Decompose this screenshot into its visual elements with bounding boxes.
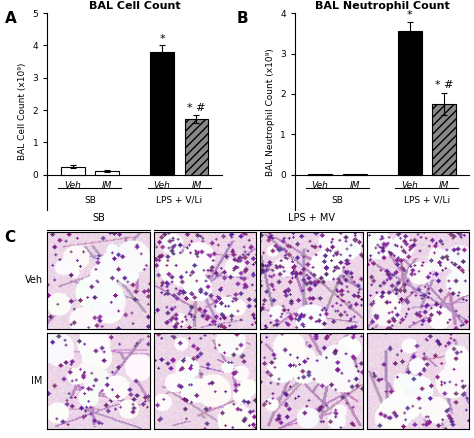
Text: LPS + MV: LPS + MV bbox=[288, 213, 335, 223]
Text: *: * bbox=[407, 11, 412, 21]
Bar bbox=[432, 104, 456, 175]
Text: Veh: Veh bbox=[154, 181, 171, 190]
Text: SB: SB bbox=[331, 196, 343, 205]
Text: IM: IM bbox=[439, 181, 449, 190]
Bar bbox=[308, 174, 332, 175]
Title: BAL Neutrophil Count: BAL Neutrophil Count bbox=[315, 1, 449, 11]
Y-axis label: BAL Neutrophil Count (x10⁹): BAL Neutrophil Count (x10⁹) bbox=[265, 48, 274, 176]
Text: SB: SB bbox=[92, 213, 105, 223]
Text: IM: IM bbox=[349, 181, 360, 190]
Text: Veh: Veh bbox=[312, 181, 328, 190]
Bar bbox=[61, 166, 84, 175]
Text: LPS + V/Li: LPS + V/Li bbox=[404, 196, 450, 205]
Text: * #: * # bbox=[187, 102, 206, 113]
Bar bbox=[95, 171, 119, 175]
Bar bbox=[184, 119, 209, 175]
Text: IM: IM bbox=[102, 181, 112, 190]
Text: A: A bbox=[5, 11, 17, 26]
Text: IM: IM bbox=[31, 376, 43, 386]
Text: Veh: Veh bbox=[64, 181, 81, 190]
Title: BAL Cell Count: BAL Cell Count bbox=[89, 1, 181, 11]
Text: Veh: Veh bbox=[25, 276, 43, 286]
Bar bbox=[398, 31, 421, 175]
Text: LPS + V/Li: LPS + V/Li bbox=[156, 196, 202, 205]
Text: B: B bbox=[237, 11, 249, 26]
Text: * #: * # bbox=[435, 80, 453, 90]
Text: C: C bbox=[5, 230, 16, 245]
Y-axis label: BAL Cell Count (x10⁹): BAL Cell Count (x10⁹) bbox=[18, 63, 27, 160]
Text: Veh: Veh bbox=[401, 181, 418, 190]
Text: SB: SB bbox=[84, 196, 96, 205]
Bar bbox=[343, 174, 366, 175]
Text: *: * bbox=[159, 34, 165, 44]
Bar bbox=[150, 52, 174, 175]
Text: IM: IM bbox=[191, 181, 201, 190]
